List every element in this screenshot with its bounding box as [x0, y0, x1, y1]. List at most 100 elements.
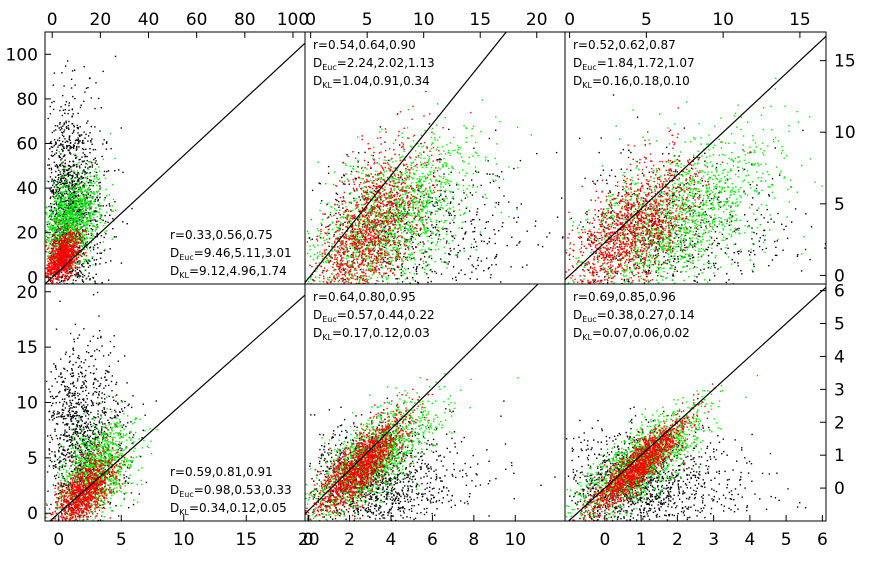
scatter-point: [496, 253, 498, 256]
scatter-point: [68, 191, 71, 193]
scatter-point: [71, 198, 73, 201]
scatter-point: [60, 225, 62, 227]
scatter-point: [443, 201, 446, 203]
scatter-point: [401, 260, 403, 262]
scatter-point: [442, 228, 444, 230]
scatter-point: [410, 237, 412, 240]
scatter-point: [79, 238, 81, 241]
scatter-point: [413, 217, 415, 220]
scatter-point: [80, 181, 83, 184]
scatter-point: [501, 171, 503, 173]
scatter-point: [94, 280, 96, 282]
scatter-point: [85, 184, 87, 187]
scatter-point: [71, 207, 74, 209]
scatter-point: [58, 156, 61, 159]
scatter-point: [405, 257, 408, 259]
scatter-point: [365, 185, 367, 188]
scatter-point: [60, 162, 63, 164]
scatter-point: [422, 216, 425, 218]
scatter-point: [71, 209, 74, 212]
scatter-point: [368, 264, 370, 266]
scatter-point: [63, 211, 66, 213]
panel-top-center-series-1: [306, 99, 532, 284]
scatter-point: [75, 191, 77, 193]
scatter-point: [71, 123, 74, 125]
scatter-point: [420, 154, 422, 156]
scatter-point: [458, 146, 460, 149]
scatter-point: [401, 178, 404, 181]
scatter-point: [367, 161, 369, 164]
scatter-point: [83, 266, 85, 268]
scatter-point: [62, 274, 64, 276]
scatter-point: [88, 212, 90, 214]
scatter-point: [81, 222, 83, 224]
scatter-point: [397, 230, 399, 233]
scatter-point: [353, 217, 356, 219]
scatter-point: [71, 132, 74, 134]
scatter-point: [326, 276, 329, 279]
scatter-point: [90, 179, 92, 182]
scatter-point: [69, 244, 71, 246]
scatter-point: [93, 201, 95, 203]
scatter-point: [64, 200, 67, 203]
scatter-point: [457, 252, 459, 254]
scatter-point: [385, 276, 387, 278]
scatter-point: [99, 215, 102, 217]
scatter-point: [413, 165, 415, 167]
scatter-point: [79, 189, 81, 191]
scatter-point: [87, 193, 89, 195]
scatter-point: [66, 259, 68, 261]
scatter-point: [54, 277, 56, 280]
scatter-point: [58, 238, 60, 240]
scatter-point: [435, 201, 437, 203]
scatter-point: [471, 179, 473, 181]
scatter-point: [68, 193, 70, 196]
scatter-point: [69, 234, 71, 237]
scatter-point: [69, 225, 71, 228]
scatter-point: [75, 273, 78, 275]
scatter-point: [53, 259, 56, 261]
scatter-point: [406, 221, 409, 223]
scatter-point: [400, 274, 402, 277]
scatter-point: [61, 223, 63, 225]
scatter-point: [54, 219, 56, 221]
scatter-point: [394, 269, 396, 271]
scatter-point: [58, 195, 61, 197]
scatter-point: [79, 275, 82, 277]
scatter-point: [63, 185, 65, 187]
scatter-point: [321, 200, 323, 202]
scatter-point: [400, 156, 402, 158]
scatter-point: [67, 194, 70, 196]
scatter-point: [69, 178, 72, 180]
scatter-point: [421, 249, 423, 251]
scatter-point: [47, 117, 49, 120]
scatter-point: [90, 222, 92, 225]
scatter-point: [347, 235, 350, 237]
scatter-point: [89, 250, 92, 252]
scatter-point: [442, 146, 444, 148]
scatter-point: [448, 212, 450, 214]
scatter-point: [449, 208, 451, 210]
scatter-point: [83, 131, 85, 133]
scatter-point: [74, 226, 76, 228]
scatter-point: [510, 266, 512, 268]
scatter-point: [318, 262, 320, 264]
scatter-point: [55, 189, 57, 191]
scatter-point: [74, 267, 76, 269]
scatter-point: [334, 171, 336, 173]
scatter-point: [431, 220, 433, 223]
scatter-point: [428, 199, 431, 201]
scatter-point: [82, 262, 84, 265]
scatter-point: [69, 151, 71, 154]
scatter-point: [53, 226, 55, 229]
scatter-point: [96, 233, 98, 235]
scatter-point: [81, 232, 84, 234]
scatter-point: [398, 250, 400, 252]
scatter-point: [67, 229, 69, 232]
scatter-point: [62, 193, 64, 195]
scatter-point: [70, 235, 72, 238]
scatter-point: [442, 177, 444, 180]
scatter-point: [475, 249, 477, 251]
scatter-point: [118, 169, 120, 171]
scatter-point: [405, 170, 407, 172]
